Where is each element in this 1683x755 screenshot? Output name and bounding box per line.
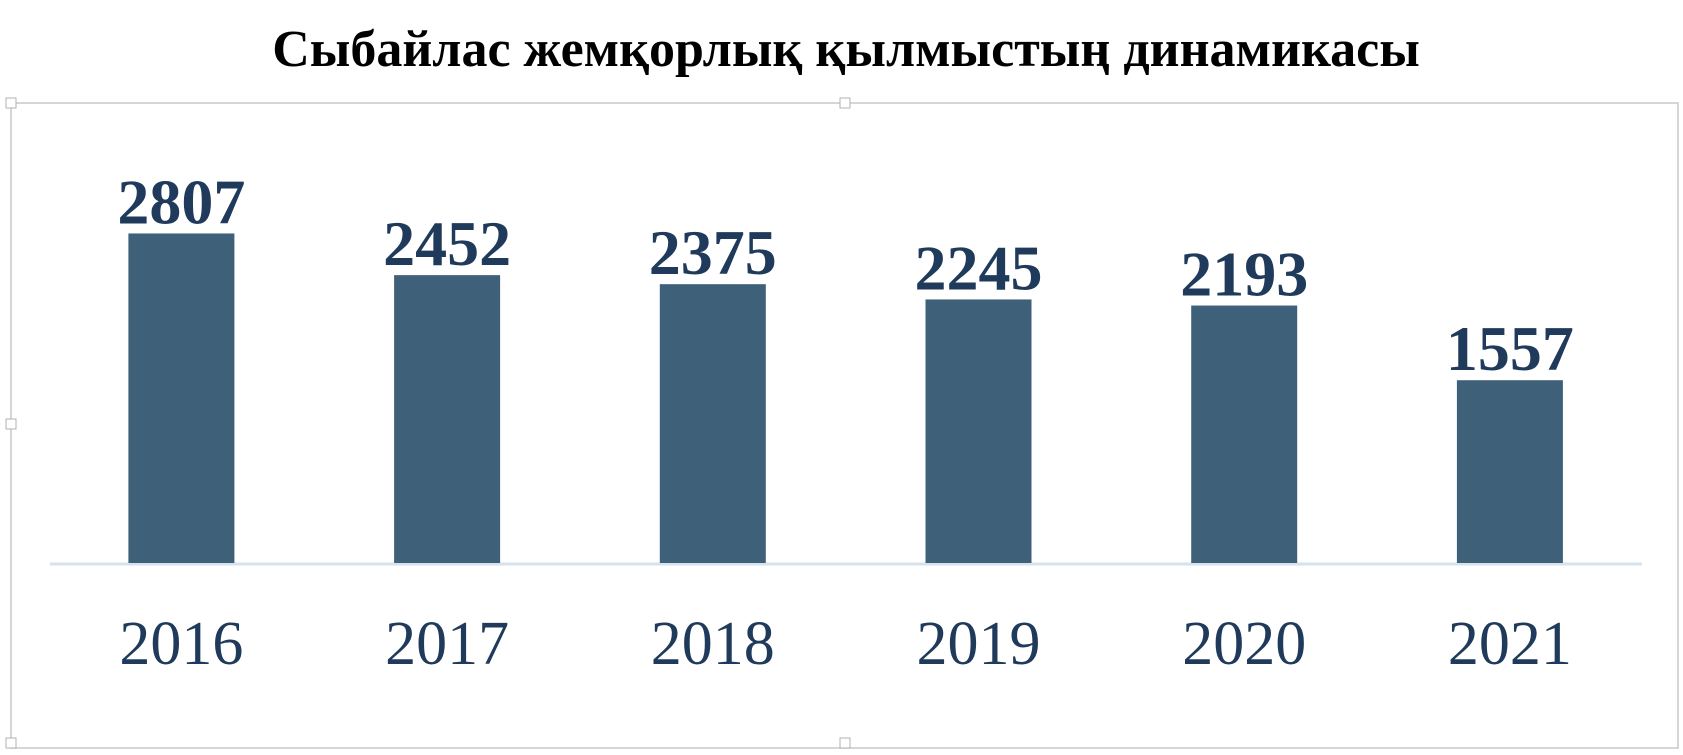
x-tick-label: 2017 <box>385 610 509 678</box>
x-tick-label: 2016 <box>119 610 243 678</box>
frame-handles <box>5 97 851 749</box>
chart-title: Сыбайлас жемқорлық қылмыстың динамикасы <box>272 21 1420 78</box>
handle <box>5 97 17 109</box>
bar <box>394 275 501 563</box>
value-label: 2807 <box>117 166 245 237</box>
x-tick-label: 2021 <box>1448 610 1572 678</box>
x-tick-label: 2019 <box>917 610 1041 678</box>
value-label: 2193 <box>1180 239 1308 310</box>
value-label: 2452 <box>383 208 511 279</box>
chart-frame <box>10 102 1679 749</box>
value-label: 1557 <box>1446 313 1574 384</box>
value-label: 2245 <box>915 232 1043 303</box>
x-tick-label: 2020 <box>1182 610 1306 678</box>
value-label: 2375 <box>649 217 777 288</box>
bar <box>925 299 1032 563</box>
handle <box>5 737 17 749</box>
bar <box>1456 380 1563 563</box>
x-tick-label: 2018 <box>651 610 775 678</box>
handle <box>839 97 851 109</box>
bar <box>659 284 766 563</box>
bar <box>1191 305 1298 563</box>
handle <box>839 737 851 749</box>
bar <box>128 233 235 564</box>
handle <box>5 418 17 430</box>
